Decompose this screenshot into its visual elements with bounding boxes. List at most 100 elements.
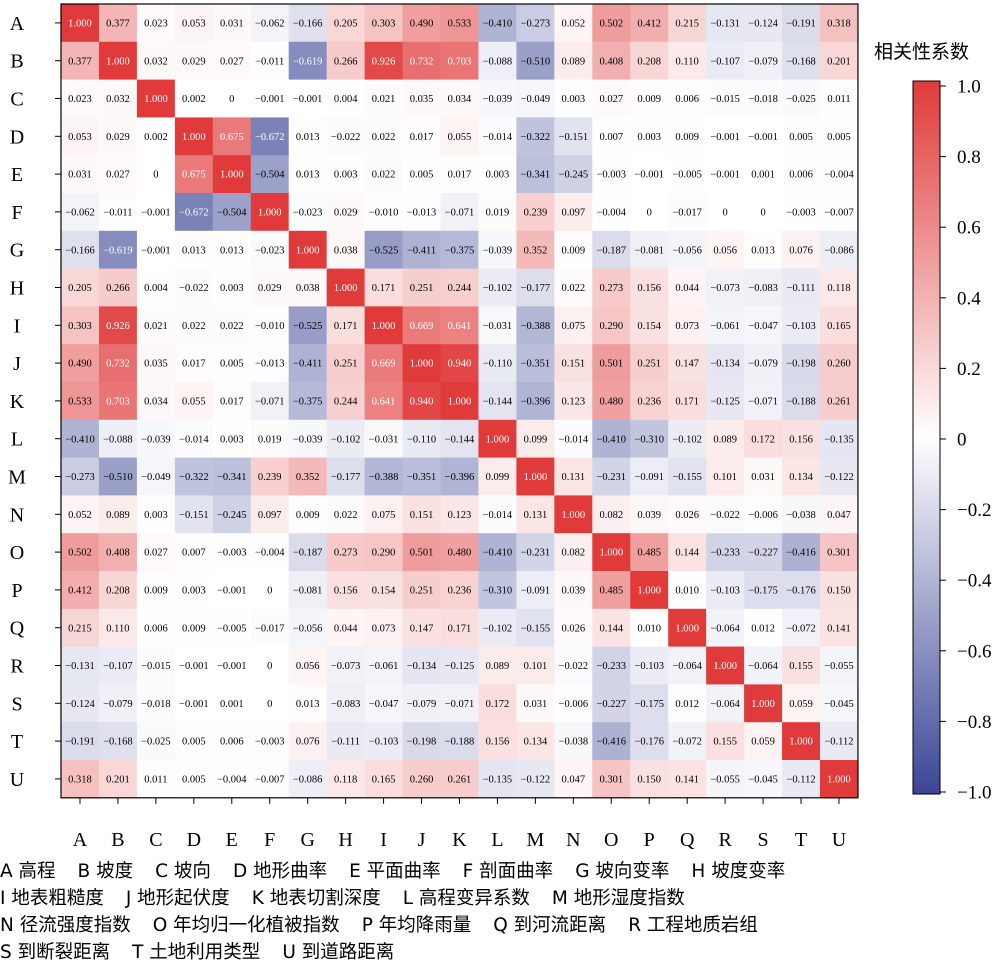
- cell-value-label: 0.151: [562, 359, 586, 370]
- cell-value-label: 0.034: [448, 94, 472, 105]
- heatmap-cell: [516, 382, 555, 421]
- heatmap-cell: [136, 230, 176, 270]
- cell-value-label: 0.703: [106, 397, 130, 408]
- heatmap-cell: [478, 419, 517, 459]
- heatmap-cell: [592, 760, 631, 799]
- column-label: H: [338, 829, 352, 851]
- heatmap-cell: [364, 193, 404, 232]
- heatmap-cell: [288, 684, 328, 723]
- cell-value-label: −0.168: [103, 737, 133, 748]
- cell-value-label: −0.322: [521, 132, 551, 143]
- cell-value-label: 0.021: [144, 321, 168, 332]
- cell-value-label: 1.000: [448, 397, 472, 408]
- heatmap-cell: [516, 344, 555, 383]
- heatmap-cell: [440, 684, 480, 723]
- heatmap-cell: [782, 230, 821, 270]
- heatmap-cell: [250, 41, 290, 81]
- cell-value-label: 0.032: [144, 56, 168, 67]
- heatmap-cell: [516, 495, 555, 534]
- cell-value-label: −0.416: [597, 737, 627, 748]
- heatmap-cell: [516, 419, 555, 459]
- heatmap-cell: [630, 608, 669, 648]
- cell-value-label: −0.341: [521, 170, 551, 181]
- cell-value-label: 0.236: [637, 397, 661, 408]
- cell-value-label: −0.102: [483, 623, 513, 634]
- colorbar-tick-label: 0.2: [957, 359, 981, 380]
- cell-value-label: 0.266: [106, 283, 130, 294]
- heatmap-cell: [250, 722, 290, 761]
- heatmap-cell: [364, 268, 404, 307]
- cell-value-label: −0.134: [407, 661, 437, 672]
- cell-value-label: −0.081: [634, 245, 664, 256]
- heatmap-cell: [554, 41, 593, 81]
- cell-value-label: 0.053: [68, 132, 92, 143]
- legend-item: O 年均归一化植被指数: [152, 915, 340, 936]
- cell-value-label: −0.025: [786, 94, 816, 105]
- heatmap-cell: [288, 495, 328, 534]
- cell-value-label: 0.005: [827, 132, 851, 143]
- cell-value-label: −0.001: [634, 170, 664, 181]
- heatmap-cell: [554, 155, 593, 194]
- cell-value-label: 0.215: [675, 19, 699, 30]
- column-label: D: [187, 829, 201, 851]
- cell-value-label: −0.388: [521, 321, 551, 332]
- cell-value-label: 0.003: [637, 132, 661, 143]
- cell-value-label: 0.156: [789, 434, 813, 445]
- column-label: A: [73, 829, 88, 851]
- heatmap-cell: [440, 533, 480, 572]
- heatmap-cell: [174, 79, 214, 118]
- cell-value-label: 0.205: [334, 19, 358, 30]
- cell-value-label: 1.000: [599, 548, 623, 559]
- heatmap-cell: [630, 230, 669, 270]
- cell-value-label: 0.005: [410, 170, 434, 181]
- cell-value-label: −0.079: [748, 56, 778, 67]
- heatmap-cell: [326, 306, 366, 345]
- cell-value-label: 0.005: [220, 359, 244, 370]
- heatmap-cell: [288, 382, 328, 421]
- heatmap-cell: [288, 419, 328, 459]
- heatmap-cell: [136, 193, 176, 232]
- cell-value-label: 0.251: [637, 359, 661, 370]
- heatmap-cell: [250, 646, 290, 685]
- cell-value-label: 0.006: [144, 623, 168, 634]
- cell-value-label: −0.273: [65, 472, 95, 483]
- cell-value-label: 0.005: [789, 132, 813, 143]
- heatmap-cell: [288, 230, 328, 270]
- cell-value-label: −0.375: [445, 245, 475, 256]
- cell-value-label: 0.502: [68, 548, 92, 559]
- cell-value-label: −0.056: [672, 245, 702, 256]
- heatmap-cell: [592, 608, 631, 648]
- heatmap-cell: [61, 230, 100, 270]
- cell-value-label: 0.485: [637, 548, 661, 559]
- cell-value-label: −0.111: [331, 737, 360, 748]
- cell-value-label: 0.022: [182, 321, 206, 332]
- cell-value-label: 0.022: [220, 321, 244, 332]
- heatmap-cell: [820, 646, 859, 685]
- colorbar-ticks: 1.0 0.8 0.6 0.4 0.2 0 −0.2 −0.4 −0.6 −0.8 −1.0: [940, 77, 992, 804]
- heatmap-cell: [212, 41, 252, 81]
- heatmap-cell: [706, 533, 745, 572]
- cell-value-label: −0.231: [521, 548, 551, 559]
- cell-value-label: −0.018: [141, 699, 171, 710]
- heatmap-cell: [782, 344, 821, 383]
- cell-value-label: 1.000: [751, 699, 775, 710]
- cell-value-label: 0.101: [713, 472, 737, 483]
- cell-value-label: −0.341: [217, 472, 247, 483]
- cell-value-label: 0.201: [827, 56, 851, 67]
- heatmap-cell: [478, 268, 517, 307]
- cell-value-label: 0.038: [296, 283, 320, 294]
- heatmap-cell: [478, 684, 517, 723]
- cell-value-label: 0.251: [334, 359, 358, 370]
- heatmap-cell: [440, 608, 480, 648]
- cell-value-label: −0.135: [483, 775, 513, 786]
- heatmap-cell: [592, 419, 631, 459]
- cell-value-label: −0.047: [369, 699, 399, 710]
- heatmap-cell: [668, 155, 707, 194]
- cell-value-label: 0.029: [258, 283, 282, 294]
- heatmap-cell: [516, 457, 555, 496]
- legend-item: S 到断裂距离: [0, 942, 111, 963]
- cell-value-label: 0.201: [106, 775, 130, 786]
- heatmap-cell: [174, 571, 214, 610]
- cell-value-label: 0.029: [182, 56, 206, 67]
- cell-value-label: 0.012: [675, 699, 699, 710]
